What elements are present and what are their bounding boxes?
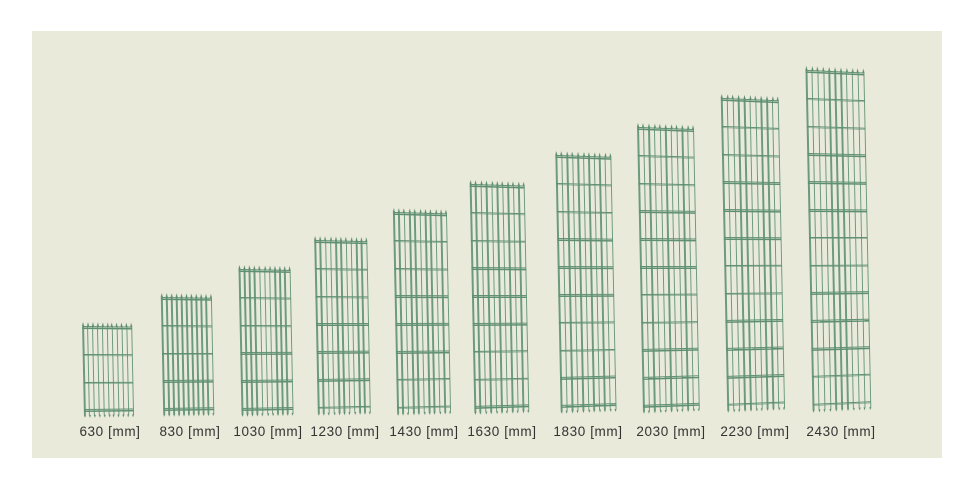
horizontal-wire [470, 184, 525, 188]
fence-panel-2430 [805, 66, 871, 413]
vertical-wire [201, 298, 205, 414]
horizontal-wire [396, 378, 450, 381]
horizontal-wire [82, 353, 132, 356]
fence-panel-2230 [720, 94, 784, 413]
vertical-wire [361, 241, 366, 412]
vertical-wire [196, 298, 200, 414]
fence-panel-2030 [637, 123, 700, 414]
horizontal-wire [238, 269, 290, 272]
horizontal-wire [473, 322, 528, 325]
vertical-wire [350, 241, 355, 412]
horizontal-wire [472, 295, 527, 298]
horizontal-wire [239, 324, 291, 327]
vertical-wire [191, 298, 195, 414]
vertical-wire [181, 297, 185, 414]
vertical-wire [319, 240, 324, 413]
horizontal-wire [471, 267, 526, 270]
vertical-wire [340, 241, 345, 413]
horizontal-wire [808, 181, 867, 184]
vertical-wire [345, 241, 350, 412]
fence-panel-830 [161, 293, 215, 417]
fence-panel-1630 [470, 180, 530, 415]
horizontal-wire [240, 352, 292, 355]
horizontal-wire [639, 210, 696, 213]
vertical-wire [243, 269, 248, 414]
vertical-wire [171, 297, 175, 414]
vertical-wire [248, 269, 252, 414]
horizontal-wire [240, 379, 292, 382]
horizontal-wire [241, 407, 293, 410]
horizontal-wire [639, 238, 696, 241]
horizontal-wire [83, 381, 133, 384]
fence-panel-1430 [392, 208, 450, 416]
vertical-wire [356, 241, 361, 412]
vertical-wire [325, 241, 330, 413]
vertical-wire [253, 269, 257, 413]
vertical-wire [274, 269, 278, 413]
horizontal-wire [395, 323, 449, 326]
fence-panel-630 [81, 322, 133, 418]
vertical-wire [176, 297, 180, 414]
horizontal-wire [558, 294, 614, 297]
vertical-wire [258, 269, 262, 413]
vertical-wire [330, 241, 335, 413]
vertical-wire [206, 298, 210, 414]
vertical-wire [101, 326, 104, 415]
horizontal-wire [638, 155, 695, 159]
horizontal-wire [470, 211, 525, 215]
vertical-wire [111, 326, 114, 415]
horizontal-wire [473, 350, 528, 353]
page: 630 [mm] 830 [mm] 1030 [mm] 1230 [mm] 1430 [… [0, 0, 980, 482]
horizontal-wire [471, 239, 526, 242]
horizontal-wire [557, 266, 613, 269]
fence-panel-1030 [238, 265, 293, 417]
horizontal-wire [82, 326, 132, 329]
horizontal-wire [395, 350, 449, 353]
horizontal-wire [162, 353, 213, 356]
vertical-wire [86, 326, 89, 415]
vertical-wire [116, 326, 119, 415]
horizontal-wire [474, 377, 529, 381]
horizontal-wire [641, 293, 698, 296]
horizontal-wire [638, 182, 695, 186]
horizontal-wire [642, 348, 699, 352]
horizontal-wire [394, 295, 448, 298]
horizontal-wire [810, 264, 869, 267]
horizontal-wire [641, 321, 698, 324]
fence-panel-1830 [555, 151, 616, 414]
vertical-wire [96, 326, 99, 415]
horizontal-wire [394, 268, 448, 271]
vertical-wire [263, 269, 267, 413]
vertical-wire [121, 326, 124, 414]
horizontal-wire [83, 408, 133, 411]
horizontal-wire [809, 237, 868, 240]
vertical-wire [125, 326, 128, 414]
panel-height-label: 2430 [mm] [786, 424, 896, 439]
vertical-wire [186, 298, 190, 414]
vertical-wire [91, 326, 94, 415]
horizontal-wire [163, 380, 214, 383]
horizontal-wire [393, 240, 447, 244]
horizontal-wire [640, 266, 697, 269]
horizontal-wire [808, 209, 867, 212]
horizontal-wire [474, 404, 529, 408]
vertical-wire [284, 270, 288, 413]
fence-panel-1230 [314, 236, 371, 416]
vertical-wire [166, 297, 170, 414]
vertical-wire [279, 270, 283, 413]
horizontal-wire [161, 325, 212, 328]
vertical-wire [335, 241, 340, 413]
horizontal-wire [239, 297, 291, 300]
vertical-wire [269, 269, 273, 413]
vertical-wire [106, 326, 109, 415]
horizontal-wire [810, 292, 869, 295]
